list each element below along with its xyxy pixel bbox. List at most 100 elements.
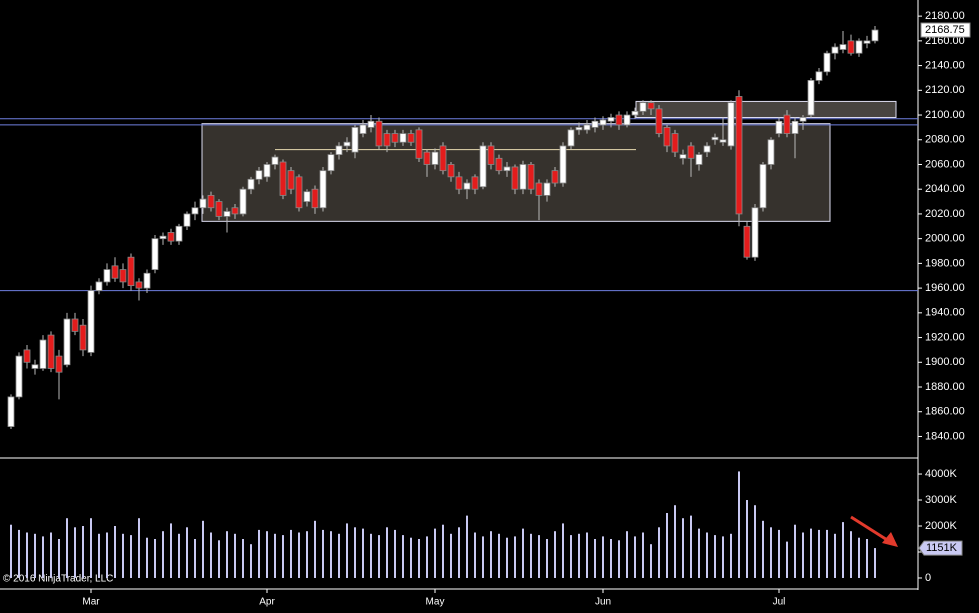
last-volume-box	[918, 540, 963, 556]
volume-bar	[346, 523, 348, 578]
candle-body	[199, 198, 207, 209]
candle-body	[471, 176, 479, 190]
volume-bar	[866, 539, 868, 578]
volume-bar	[674, 505, 676, 578]
volume-bar	[146, 537, 148, 578]
y-tick-label: 2100.00	[925, 109, 965, 121]
candle-body	[127, 256, 135, 287]
volume-bar	[218, 540, 220, 578]
volume-bar	[122, 533, 124, 578]
candle-body	[47, 334, 55, 369]
candle-body	[591, 120, 599, 128]
volume-bar	[754, 505, 756, 578]
volume-bar	[778, 529, 780, 578]
volume-bar	[434, 528, 436, 578]
last-price-label: 2168.75	[925, 24, 965, 36]
candle-body	[407, 133, 415, 143]
volume-bar	[10, 524, 12, 578]
y-tick-label: 1940.00	[925, 307, 965, 319]
candle-body	[703, 145, 711, 153]
candle-body	[583, 124, 591, 131]
candle-body	[71, 318, 79, 332]
volume-bar	[818, 529, 820, 578]
volume-bar	[306, 531, 308, 578]
candle-body	[335, 145, 343, 155]
volume-bar	[274, 533, 276, 578]
volume-bar	[226, 531, 228, 578]
y-tick-label: 1860.00	[925, 406, 965, 418]
volume-bar	[762, 520, 764, 578]
volume-bar	[610, 539, 612, 578]
volume-bar	[666, 513, 668, 578]
candle-body	[359, 124, 367, 134]
volume-bar	[450, 533, 452, 578]
candle-body	[39, 339, 47, 369]
candle-body	[399, 133, 407, 143]
y-tick-label: 0	[925, 572, 931, 584]
candle-body	[551, 170, 559, 184]
candle-body	[831, 46, 839, 54]
candle-body	[191, 207, 199, 215]
candle-body	[687, 145, 695, 159]
volume-bar	[66, 518, 68, 578]
candle-body	[135, 281, 143, 289]
volume-bar	[42, 536, 44, 578]
candle-body	[295, 176, 303, 209]
candle-body	[15, 355, 23, 398]
volume-bar	[522, 528, 524, 578]
volume-bar	[738, 471, 740, 578]
candle-body	[87, 290, 95, 353]
candle-body	[695, 154, 703, 165]
candle-body	[351, 126, 359, 153]
candle-body	[111, 265, 119, 279]
volume-bar	[50, 532, 52, 578]
candle-body	[183, 213, 191, 227]
candle-body	[719, 139, 727, 143]
volume-bar	[250, 544, 252, 578]
volume-bar	[170, 523, 172, 578]
candle-body	[255, 170, 263, 180]
candle-body	[543, 182, 551, 196]
volume-bar	[178, 533, 180, 578]
candle-body	[271, 156, 279, 165]
candle-body	[815, 71, 823, 81]
volume-bar	[874, 548, 876, 578]
volume-bar	[538, 535, 540, 578]
y-tick-label: 2080.00	[925, 134, 965, 146]
volume-bar	[514, 536, 516, 578]
volume-bar	[794, 524, 796, 578]
candle-body	[639, 102, 647, 112]
volume-bar	[578, 533, 580, 578]
candle-body	[767, 139, 775, 165]
y-tick-label: 1980.00	[925, 257, 965, 269]
candle-body	[655, 108, 663, 134]
volume-bar	[634, 536, 636, 578]
volume-bar	[58, 539, 60, 578]
candle-body	[479, 145, 487, 188]
volume-bar	[330, 531, 332, 578]
x-tick-label: May	[426, 597, 445, 608]
volume-bar	[490, 531, 492, 578]
candle-body	[207, 194, 215, 209]
candle-body	[423, 151, 431, 165]
volume-bar	[90, 518, 92, 578]
candle-body	[151, 238, 159, 270]
candle-body	[415, 129, 423, 159]
volume-bar	[746, 500, 748, 578]
candle-body	[159, 235, 167, 240]
candle-body	[511, 166, 519, 190]
candle-body	[7, 396, 15, 427]
candle-body	[431, 151, 439, 165]
volume-bar	[290, 529, 292, 578]
volume-bar	[562, 523, 564, 578]
y-tick-label: 2060.00	[925, 158, 965, 170]
candle-body	[871, 29, 879, 42]
volume-bar	[26, 532, 28, 578]
candle-body	[623, 114, 631, 126]
candle-body	[783, 114, 791, 134]
volume-bar	[554, 531, 556, 578]
volume-bar	[570, 535, 572, 578]
x-tick-label: Jul	[773, 597, 786, 608]
volume-bar	[138, 518, 140, 578]
